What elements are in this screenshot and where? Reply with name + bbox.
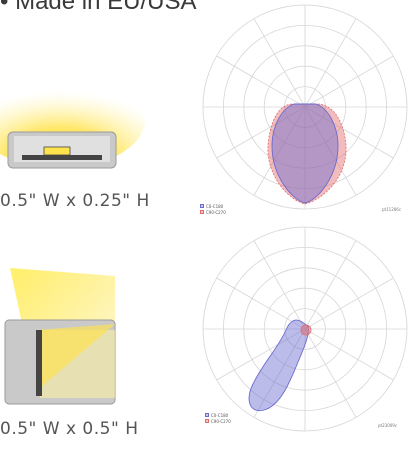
polar-grid: [202, 4, 408, 210]
led-strip: [22, 155, 102, 160]
feature-bullet: • Made in EU/USA: [0, 0, 197, 15]
polar-distribution-1: [202, 4, 408, 210]
diffuser: [43, 146, 71, 156]
led-strip: [36, 330, 42, 396]
grid-spoke: [216, 55, 394, 159]
polar-distribution-2: [202, 226, 408, 432]
channel-profile-illustration-2: [4, 268, 116, 405]
diagram-code-1: pt11206c: [382, 207, 402, 212]
lobe-c0-c180: [248, 319, 309, 412]
diagram-code-2: pt23009c: [378, 423, 398, 428]
legend-2: C0-C180 C90-C270: [205, 412, 231, 424]
dimension-label-1: 0.5" W x 0.25" H: [0, 191, 150, 211]
legend-1: C0-C180 C90-C270: [200, 203, 226, 215]
channel-profile-illustration-1: [0, 72, 145, 169]
dimension-label-2: 0.5" W x 0.5" H: [0, 419, 139, 439]
lobe-c90-c270: [267, 103, 347, 205]
lobe-c0-c180: [271, 103, 339, 204]
lobe-c90-c270: [300, 324, 312, 336]
